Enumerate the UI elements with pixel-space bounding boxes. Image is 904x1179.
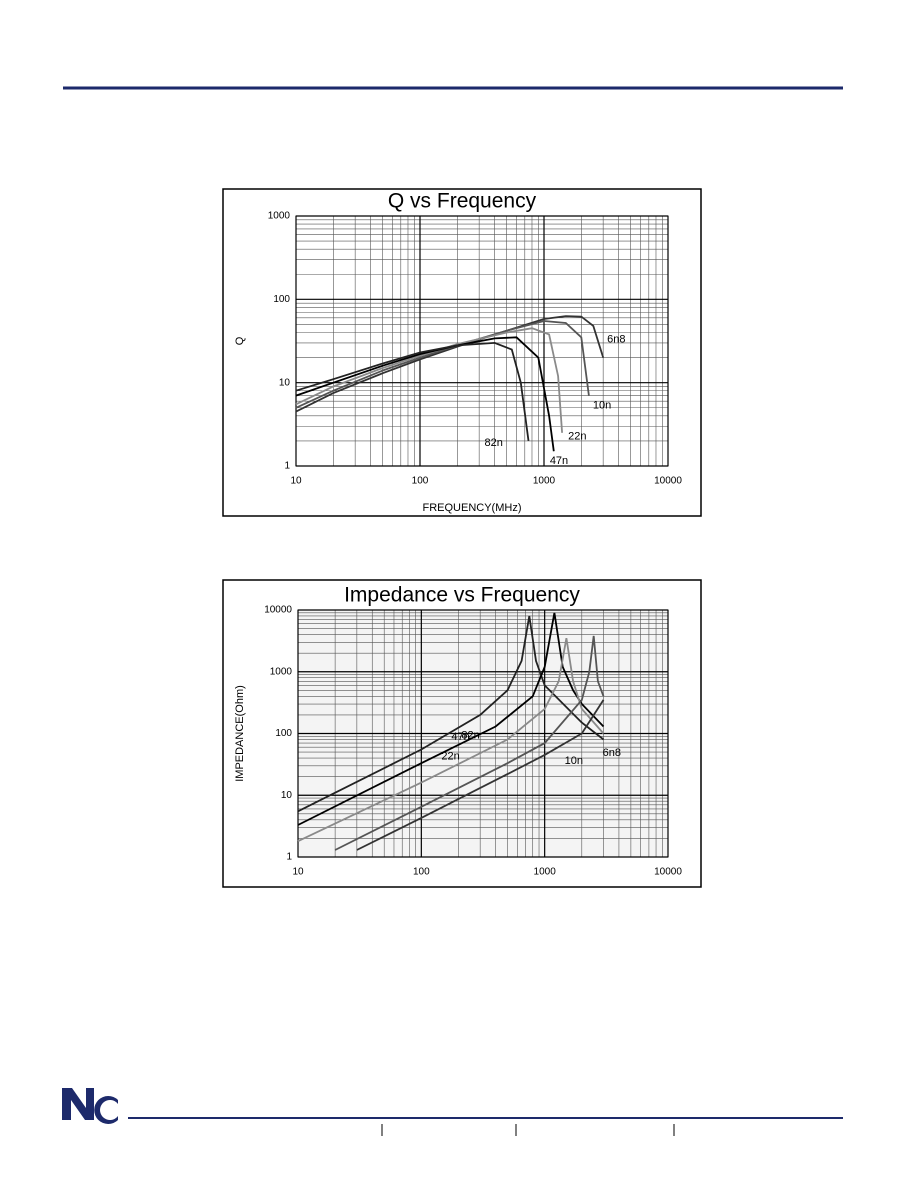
series-label: 6n8	[607, 333, 625, 345]
x-tick-label: 10000	[654, 476, 682, 487]
y-tick-label: 1000	[268, 211, 291, 222]
x-tick-label: 1000	[533, 476, 556, 487]
series-line	[356, 699, 605, 851]
series-line	[334, 635, 605, 851]
y-tick-label: 100	[273, 294, 290, 305]
x-tick-label: 100	[413, 867, 430, 878]
y-tick-label: 1	[286, 852, 292, 863]
series-line	[295, 341, 530, 442]
series-label: 22n	[568, 431, 586, 443]
series-label: 82n	[485, 437, 503, 449]
series-label: 47n	[550, 455, 568, 467]
x-tick-label: 100	[412, 476, 429, 487]
x-tick-label: 10000	[654, 867, 682, 878]
series-line	[295, 336, 555, 452]
y-axis-label: IMPEDANCE(Ohm)	[234, 685, 246, 782]
y-tick-label: 10	[279, 377, 291, 388]
y-tick-label: 100	[275, 728, 292, 739]
y-tick-label: 10000	[264, 605, 292, 616]
series-line	[297, 638, 605, 843]
logo	[62, 1088, 118, 1124]
y-tick-label: 10	[281, 790, 293, 801]
series-label: 10n	[565, 755, 583, 767]
y-tick-label: 1000	[270, 666, 293, 677]
series-line	[295, 327, 563, 433]
chart-title: Q vs Frequency	[388, 190, 537, 213]
x-tick-label: 10	[290, 476, 302, 487]
y-tick-label: 1	[284, 461, 290, 472]
y-axis-label: Q	[234, 336, 246, 345]
series-label: 10n	[593, 399, 611, 411]
series-label: 6n8	[603, 747, 621, 759]
x-tick-label: 1000	[534, 867, 557, 878]
series-label: 22n	[441, 751, 459, 763]
x-axis-label: FREQUENCY(MHz)	[423, 502, 522, 514]
series-line	[297, 615, 605, 813]
x-tick-label: 10	[292, 867, 304, 878]
series-label: 47n	[451, 731, 469, 743]
series-label: 82n	[461, 729, 479, 741]
chart-title: Impedance vs Frequency	[344, 584, 580, 607]
